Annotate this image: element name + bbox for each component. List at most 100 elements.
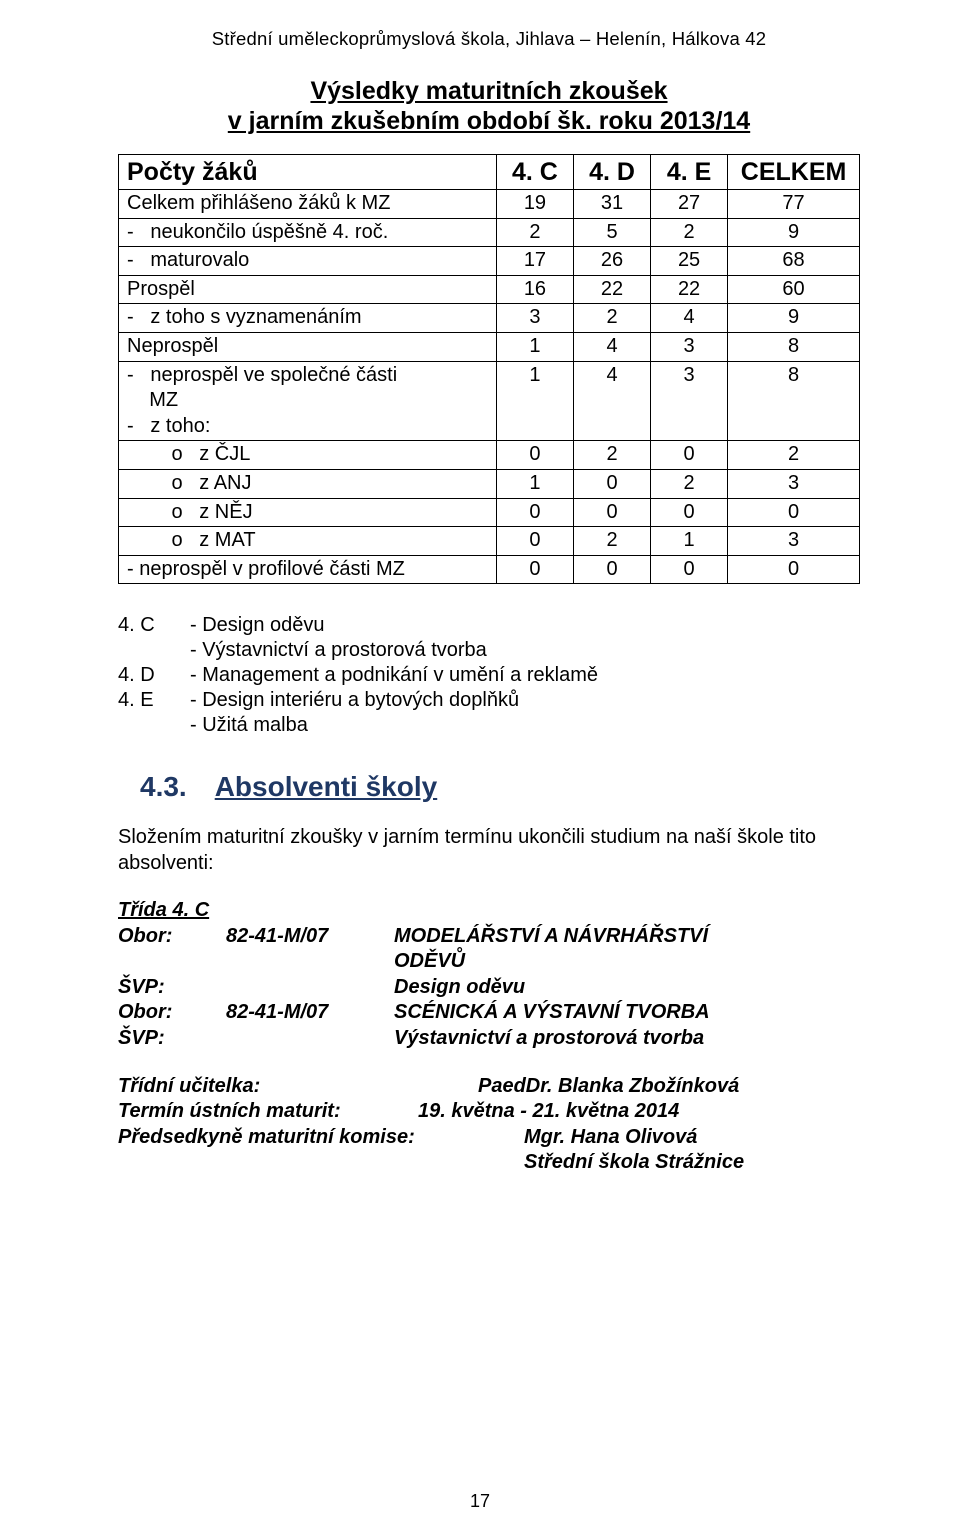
class-row-key: ŠVP: — [118, 975, 226, 1001]
table-cell: 4 — [651, 304, 728, 333]
table-cell: 26 — [573, 247, 650, 276]
class-row-code — [226, 975, 394, 1001]
page-number: 17 — [0, 1491, 960, 1512]
table-cell: 0 — [496, 498, 573, 527]
class-row-code: 82-41-M/07 — [226, 1000, 394, 1026]
table-cell: 8 — [728, 361, 860, 441]
legend-row: 4. E- Design interiéru a bytových doplňk… — [118, 689, 860, 712]
intro-paragraph: Složením maturitní zkoušky v jarním term… — [118, 825, 860, 876]
table-row-label: - maturovalo — [119, 247, 497, 276]
table-cell: 5 — [573, 218, 650, 247]
table-row-label: - neukončilo úspěšně 4. roč. — [119, 218, 497, 247]
table-cell: 0 — [496, 441, 573, 470]
class-row: ODĚVŮ — [118, 949, 860, 975]
section-title: Absolventi školy — [215, 771, 438, 802]
class-row-value: ODĚVŮ — [394, 949, 860, 975]
table-cell: 60 — [728, 275, 860, 304]
table-header: Počty žáků — [119, 155, 497, 190]
legend-value: - Design oděvu — [190, 614, 860, 637]
table-cell: 3 — [728, 469, 860, 498]
legend-value: - Design interiéru a bytových doplňků — [190, 689, 860, 712]
table-cell: 0 — [496, 527, 573, 556]
teacher-row-key — [118, 1150, 478, 1176]
table-cell: 0 — [728, 498, 860, 527]
class-row-value: SCÉNICKÁ A VÝSTAVNÍ TVORBA — [394, 1000, 860, 1026]
legend: 4. C- Design oděvu- Výstavnictví a prost… — [118, 614, 860, 737]
class-row: Obor:82-41-M/07SCÉNICKÁ A VÝSTAVNÍ TVORB… — [118, 1000, 860, 1026]
table-cell: 2 — [728, 441, 860, 470]
class-row-key: Obor: — [118, 1000, 226, 1026]
table-cell: 2 — [496, 218, 573, 247]
table-row-label: - neprospěl v profilové části MZ — [119, 555, 497, 584]
table-cell: 31 — [573, 190, 650, 219]
table-row-label: - neprospěl ve společné části MZ- z toho… — [119, 361, 497, 441]
teacher-row: Střední škola Strážnice — [118, 1150, 860, 1176]
teacher-row-key: Předsedkyně maturitní komise: — [118, 1125, 478, 1151]
teacher-row: Termín ústních maturit:19. května - 21. … — [118, 1099, 860, 1125]
class-row-key — [118, 949, 226, 975]
teacher-row: Třídní učitelka:PaedDr. Blanka Zbožínkov… — [118, 1074, 860, 1100]
legend-key — [118, 639, 190, 662]
main-title-line1: Výsledky maturitních zkoušek — [118, 76, 860, 106]
class-row-code — [226, 1026, 394, 1052]
legend-value: - Užitá malba — [190, 714, 860, 737]
teacher-row-key: Třídní učitelka: — [118, 1074, 478, 1100]
table-cell: 9 — [728, 218, 860, 247]
table-cell: 2 — [573, 527, 650, 556]
teacher-row-value: Střední škola Strážnice — [478, 1150, 860, 1176]
legend-value: - Výstavnictví a prostorová tvorba — [190, 639, 860, 662]
results-table: Počty žáků4. C4. D4. ECELKEMCelkem přihl… — [118, 154, 860, 584]
table-row-label: o z MAT — [119, 527, 497, 556]
class-row: Obor:82-41-M/07MODELÁŘSTVÍ A NÁVRHÁŘSTVÍ — [118, 924, 860, 950]
table-header: 4. E — [651, 155, 728, 190]
table-cell: 0 — [573, 469, 650, 498]
table-cell: 0 — [651, 441, 728, 470]
table-cell: 9 — [728, 304, 860, 333]
legend-row: 4. C- Design oděvu — [118, 614, 860, 637]
class-row-code — [226, 949, 394, 975]
section-number: 4.3. — [140, 771, 187, 803]
table-cell: 2 — [573, 304, 650, 333]
table-cell: 1 — [496, 469, 573, 498]
table-cell: 0 — [496, 555, 573, 584]
teacher-block: Třídní učitelka:PaedDr. Blanka Zbožínkov… — [118, 1074, 860, 1176]
table-cell: 77 — [728, 190, 860, 219]
class-row-key: ŠVP: — [118, 1026, 226, 1052]
table-row-label: o z NĚJ — [119, 498, 497, 527]
table-row-label: Celkem přihlášeno žáků k MZ — [119, 190, 497, 219]
table-row-label: Neprospěl — [119, 332, 497, 361]
table-cell: 16 — [496, 275, 573, 304]
table-cell: 0 — [651, 555, 728, 584]
table-cell: 4 — [573, 332, 650, 361]
legend-key — [118, 714, 190, 737]
table-row-label: Prospěl — [119, 275, 497, 304]
page: Střední uměleckoprůmyslová škola, Jihlav… — [0, 0, 960, 1536]
table-cell: 68 — [728, 247, 860, 276]
class-label: Třída 4. C — [118, 898, 860, 924]
class-block: Třída 4. CObor:82-41-M/07MODELÁŘSTVÍ A N… — [118, 898, 860, 1052]
class-row-value: MODELÁŘSTVÍ A NÁVRHÁŘSTVÍ — [394, 924, 860, 950]
school-header: Střední uměleckoprůmyslová škola, Jihlav… — [118, 28, 860, 50]
table-cell: 0 — [728, 555, 860, 584]
table-cell: 25 — [651, 247, 728, 276]
table-cell: 17 — [496, 247, 573, 276]
table-cell: 3 — [651, 332, 728, 361]
table-cell: 2 — [651, 469, 728, 498]
table-cell: 3 — [496, 304, 573, 333]
class-row-value: Design oděvu — [394, 975, 860, 1001]
class-row-code: 82-41-M/07 — [226, 924, 394, 950]
class-row: ŠVP: Design oděvu — [118, 975, 860, 1001]
class-row-key: Obor: — [118, 924, 226, 950]
table-row-label: o z ANJ — [119, 469, 497, 498]
section-heading: 4.3. Absolventi školy — [118, 771, 860, 803]
legend-row: 4. D- Management a podnikání v umění a r… — [118, 664, 860, 687]
table-cell: 3 — [728, 527, 860, 556]
legend-value: - Management a podnikání v umění a rekla… — [190, 664, 860, 687]
table-cell: 0 — [573, 498, 650, 527]
teacher-row-value: PaedDr. Blanka Zbožínková — [478, 1074, 860, 1100]
legend-row: - Užitá malba — [118, 714, 860, 737]
table-cell: 2 — [651, 218, 728, 247]
teacher-row-value: 19. května - 21. května 2014 — [418, 1099, 860, 1125]
table-cell: 1 — [651, 527, 728, 556]
table-cell: 1 — [496, 332, 573, 361]
